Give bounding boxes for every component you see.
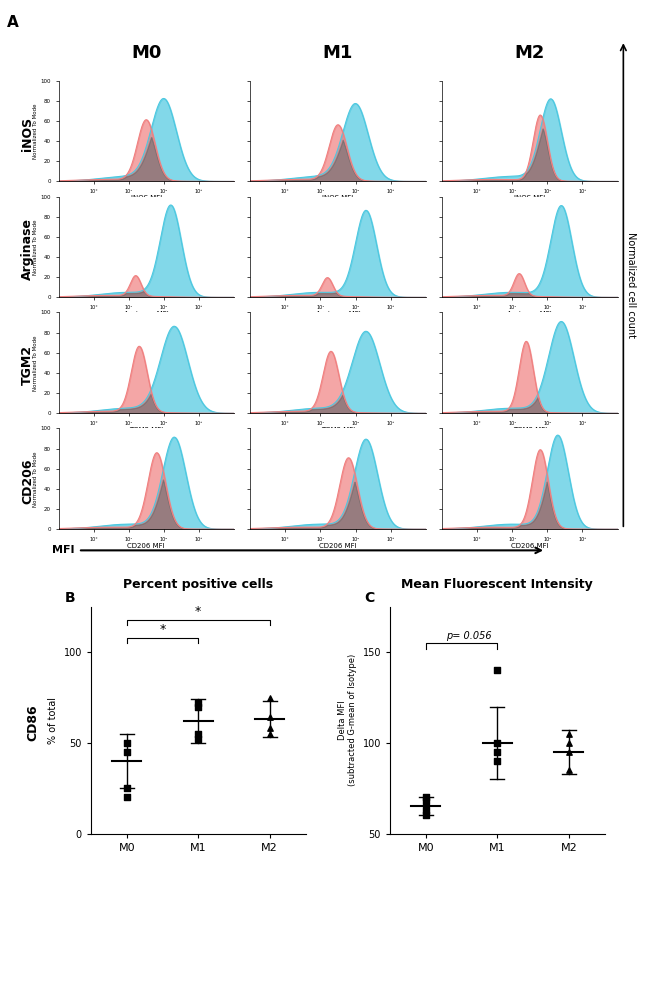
X-axis label: INOS MFI: INOS MFI — [514, 196, 545, 202]
Point — [122, 735, 132, 751]
X-axis label: TGM2 MFI: TGM2 MFI — [321, 427, 355, 433]
Text: MFI: MFI — [52, 545, 75, 555]
Y-axis label: Normalized To Mode: Normalized To Mode — [32, 451, 38, 507]
X-axis label: CD206 MFI: CD206 MFI — [127, 543, 165, 549]
X-axis label: Arginase MFI: Arginase MFI — [316, 311, 360, 318]
Text: TGM2: TGM2 — [21, 346, 34, 385]
Point — [122, 780, 132, 796]
Text: p= 0.056: p= 0.056 — [446, 631, 491, 641]
X-axis label: TGM2 MFI: TGM2 MFI — [129, 427, 163, 433]
Text: CD206: CD206 — [21, 459, 34, 504]
Text: *: * — [195, 605, 202, 618]
Text: B: B — [65, 591, 75, 605]
Text: CD86: CD86 — [26, 705, 39, 741]
X-axis label: CD206 MFI: CD206 MFI — [511, 543, 549, 549]
Y-axis label: Normalized To Mode: Normalized To Mode — [32, 219, 38, 275]
Point — [265, 689, 275, 706]
X-axis label: INOS MFI: INOS MFI — [322, 196, 354, 202]
Point — [564, 744, 574, 760]
Point — [421, 793, 431, 809]
Point — [564, 762, 574, 778]
Text: Normalized cell count: Normalized cell count — [625, 232, 636, 338]
Point — [492, 753, 502, 769]
Text: Percent positive cells: Percent positive cells — [124, 578, 273, 591]
X-axis label: TGM2 MFI: TGM2 MFI — [513, 427, 547, 433]
Point — [193, 695, 203, 711]
Point — [193, 699, 203, 715]
X-axis label: INOS MFI: INOS MFI — [131, 196, 162, 202]
Point — [421, 802, 431, 818]
Text: iNOS: iNOS — [21, 117, 34, 150]
Point — [492, 744, 502, 760]
Text: C: C — [364, 591, 374, 605]
Y-axis label: Normalized To Mode: Normalized To Mode — [32, 103, 38, 159]
Point — [421, 789, 431, 805]
Text: A: A — [6, 15, 18, 30]
Y-axis label: % of total: % of total — [48, 697, 58, 744]
Text: M0: M0 — [131, 44, 161, 61]
Y-axis label: Normalized To Mode: Normalized To Mode — [32, 335, 38, 391]
Text: Arginase: Arginase — [21, 219, 34, 280]
Point — [564, 735, 574, 751]
Text: M1: M1 — [323, 44, 353, 61]
X-axis label: Arginase MFI: Arginase MFI — [508, 311, 552, 318]
Text: *: * — [159, 623, 166, 636]
Point — [193, 731, 203, 747]
Point — [265, 721, 275, 737]
Point — [122, 789, 132, 805]
X-axis label: Arginase MFI: Arginase MFI — [124, 311, 168, 318]
X-axis label: CD206 MFI: CD206 MFI — [319, 543, 357, 549]
Point — [564, 726, 574, 742]
Point — [122, 744, 132, 760]
Point — [492, 662, 502, 678]
Text: Mean Fluorescent Intensity: Mean Fluorescent Intensity — [402, 578, 593, 591]
Point — [492, 735, 502, 751]
Y-axis label: Delta MFI
(subtracted G-mean of Isotype): Delta MFI (subtracted G-mean of Isotype) — [337, 654, 357, 786]
Point — [265, 710, 275, 726]
Text: M2: M2 — [515, 44, 545, 61]
Point — [421, 807, 431, 824]
Point — [193, 726, 203, 742]
Point — [265, 726, 275, 742]
